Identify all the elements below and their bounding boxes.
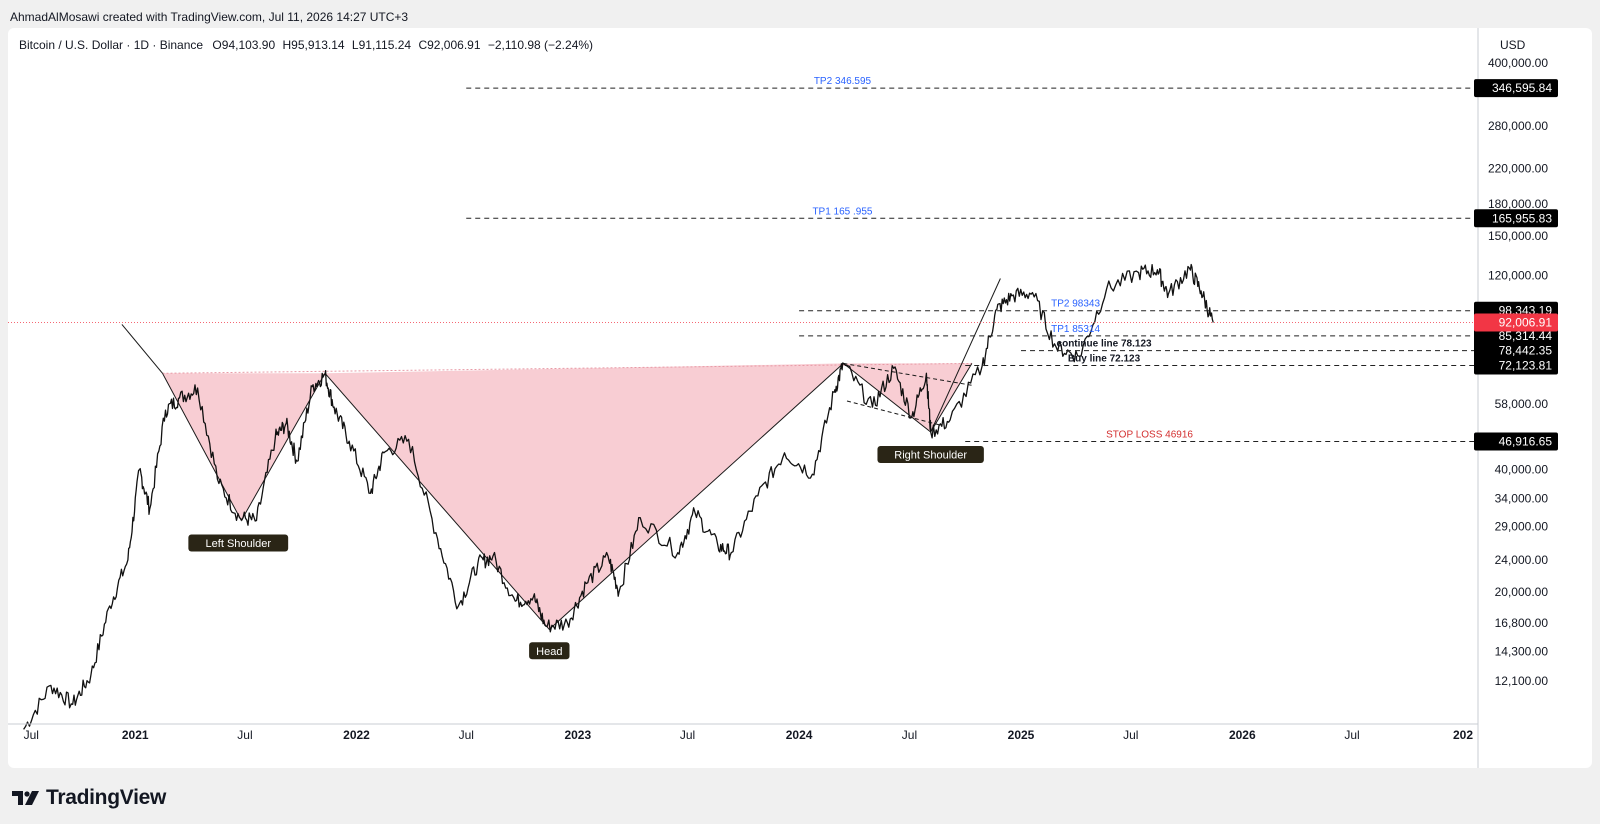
- pattern-head-wedge: [325, 363, 844, 630]
- high-label: H: [282, 38, 292, 52]
- x-tick-label: Jul: [24, 728, 39, 742]
- y-tick-label: 220,000.00: [1488, 161, 1548, 175]
- annotation-box-1[interactable]: [529, 642, 570, 660]
- y-tick-label: 14,300.00: [1495, 644, 1549, 658]
- x-tick-label: 2023: [564, 728, 591, 742]
- price-tag-text-4: 78,442.35: [1499, 344, 1553, 358]
- channel-upper: [843, 362, 972, 386]
- y-tick-label: 58,000.00: [1495, 397, 1549, 411]
- y-tick-label: 280,000.00: [1488, 119, 1548, 133]
- close-label: C: [418, 38, 428, 52]
- price-tag-text-1: 165,955.83: [1492, 211, 1552, 225]
- level-label-1: TP1 165 .955: [812, 206, 872, 217]
- close-value: 92,006.91: [427, 38, 481, 52]
- x-tick-label: Jul: [1344, 728, 1359, 742]
- y-tick-label: 29,000.00: [1495, 519, 1549, 533]
- y-tick-label: 16,800.00: [1495, 616, 1549, 630]
- level-label-0: TP2 346.595: [814, 76, 872, 87]
- x-tick-label: Jul: [237, 728, 252, 742]
- y-tick-label: 24,000.00: [1495, 553, 1549, 567]
- open-label: O: [212, 38, 222, 52]
- annotation-label-2: Right Shoulder: [894, 450, 967, 462]
- x-tick-label: 202: [1453, 728, 1473, 742]
- open-value: 94,103.90: [221, 38, 276, 52]
- symbol-legend: Bitcoin / U.S. Dollar · 1D · Binance O94…: [19, 38, 593, 52]
- level-label-2: TP2 98343: [1051, 299, 1100, 310]
- x-tick-label: 2026: [1229, 728, 1256, 742]
- level-label-5: Buy line 72.123: [1068, 354, 1141, 365]
- chart-panel[interactable]: TP2 346.595 TP1 165 .955 TP2 98343 TP1 8531…: [8, 28, 1592, 768]
- price-tag-0: [1474, 79, 1558, 98]
- y-tick-label: 120,000.00: [1488, 269, 1548, 283]
- y-tick-label: 180,000.00: [1488, 197, 1548, 211]
- head-wedge-outline: [324, 363, 844, 631]
- annotation-box-2[interactable]: [877, 446, 984, 464]
- price-tag-text-5: 72,123.81: [1499, 359, 1553, 373]
- y-tick-label: 40,000.00: [1495, 463, 1549, 477]
- x-tick-label: Jul: [459, 728, 474, 742]
- annotation-label-1: Head: [536, 646, 562, 658]
- neckline: [162, 362, 972, 374]
- x-tick-label: Jul: [902, 728, 917, 742]
- low-label: L: [351, 38, 359, 52]
- level-label-3: TP1 85314: [1051, 324, 1100, 335]
- tradingview-footer: TradingView: [12, 784, 166, 812]
- x-tick-label: Jul: [1123, 728, 1138, 742]
- change-value: −2,110.98 (−2.24%): [487, 38, 594, 52]
- low-value: 91,115.24: [358, 38, 412, 52]
- tradingview-logo-icon: [12, 791, 39, 805]
- y-tick-label: 20,000.00: [1495, 585, 1549, 599]
- annotation-label-0: Left Shoulder: [206, 538, 272, 550]
- x-tick-label: 2022: [343, 728, 370, 742]
- high-value: 95,913.14: [291, 38, 345, 52]
- price-chart[interactable]: TP2 346.595 TP1 165 .955 TP2 98343 TP1 8531…: [8, 28, 1592, 768]
- y-tick-label: 400,000.00: [1488, 56, 1548, 70]
- annotation-box-0[interactable]: [188, 534, 289, 552]
- brand-name: TradingView: [46, 786, 167, 809]
- price-tag-1: [1474, 209, 1558, 228]
- pattern-right-wedge: [843, 363, 972, 432]
- price-series-line[interactable]: [23, 263, 1214, 730]
- symbol-name[interactable]: Bitcoin / U.S. Dollar · 1D · Binance: [19, 38, 204, 52]
- y-tick-label: 12,100.00: [1495, 674, 1549, 688]
- level-label-6: STOP LOSS 46916: [1106, 429, 1193, 440]
- trend-line: [121, 324, 163, 374]
- x-tick-label: 2021: [122, 728, 149, 742]
- channel-lower: [846, 400, 940, 426]
- y-tick-label: 34,000.00: [1495, 491, 1549, 505]
- x-tick-label: 2025: [1008, 728, 1035, 742]
- level-label-4: continue line 78.123: [1057, 339, 1152, 350]
- price-tag-5: [1474, 356, 1558, 375]
- breakout-line: [930, 278, 1001, 433]
- last-price-tag: [1474, 313, 1558, 332]
- price-tag-text-6: 46,916.65: [1499, 434, 1553, 448]
- price-tag-4: [1474, 341, 1558, 360]
- x-tick-label: Jul: [680, 728, 695, 742]
- currency-label[interactable]: USD: [1500, 38, 1526, 52]
- price-tag-6: [1474, 432, 1558, 451]
- last-price-tag-text: 92,006.91: [1499, 316, 1553, 330]
- price-tag-text-3: 85,314.44: [1499, 329, 1553, 343]
- left-wedge-outline: [162, 373, 326, 522]
- credit-line: AhmadAlMosawi created with TradingView.c…: [10, 10, 409, 24]
- x-tick-label: 2024: [786, 728, 813, 742]
- price-tag-text-0: 346,595.84: [1492, 81, 1552, 95]
- y-tick-label: 150,000.00: [1488, 229, 1548, 243]
